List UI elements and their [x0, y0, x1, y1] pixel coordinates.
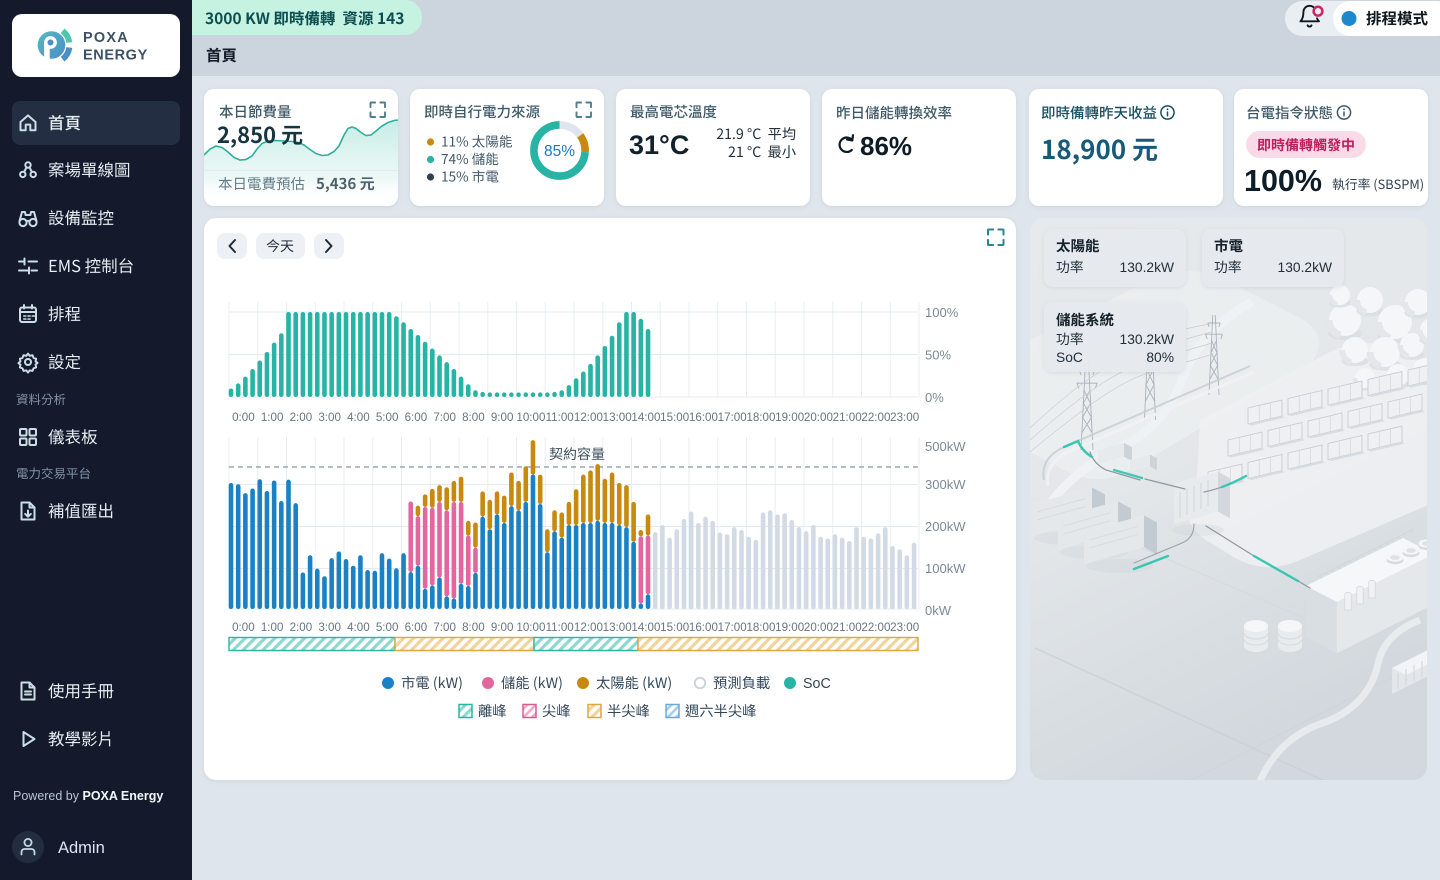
svg-text:17:00: 17:00 [718, 411, 747, 424]
svg-text:13:00: 13:00 [603, 411, 632, 424]
svg-text:14:00: 14:00 [631, 621, 660, 634]
svg-text:12:00: 12:00 [574, 411, 603, 424]
svg-text:0:00: 0:00 [232, 621, 255, 634]
svg-text:17:00: 17:00 [718, 621, 747, 634]
svg-text:4:00: 4:00 [347, 411, 370, 424]
svg-text:0kW: 0kW [925, 603, 952, 618]
svg-text:50%: 50% [925, 348, 951, 363]
svg-text:300kW: 300kW [925, 477, 966, 492]
svg-text:14:00: 14:00 [631, 411, 660, 424]
svg-text:130.2kW: 130.2kW [1278, 260, 1332, 275]
svg-text:80%: 80% [1146, 350, 1174, 365]
svg-text:100kW: 100kW [925, 561, 966, 576]
svg-text:4:00: 4:00 [347, 621, 370, 634]
svg-text:0:00: 0:00 [232, 411, 255, 424]
svg-text:SoC: SoC [1056, 350, 1083, 365]
svg-text:200kW: 200kW [925, 519, 966, 534]
svg-text:1:00: 1:00 [261, 411, 284, 424]
svg-text:500kW: 500kW [925, 439, 966, 454]
svg-text:100%: 100% [925, 305, 959, 320]
svg-text:SoC: SoC [803, 676, 831, 692]
svg-text:15:00: 15:00 [660, 621, 689, 634]
svg-text:8:00: 8:00 [462, 411, 485, 424]
svg-text:21:00: 21:00 [833, 411, 862, 424]
svg-text:15:00: 15:00 [660, 411, 689, 424]
svg-text:16:00: 16:00 [689, 411, 718, 424]
svg-text:19:00: 19:00 [775, 411, 804, 424]
svg-text:7:00: 7:00 [433, 621, 456, 634]
svg-text:0%: 0% [925, 390, 944, 405]
svg-text:18:00: 18:00 [746, 621, 775, 634]
svg-text:20:00: 20:00 [804, 411, 833, 424]
svg-text:5:00: 5:00 [376, 621, 399, 634]
svg-text:5:00: 5:00 [376, 411, 399, 424]
svg-text:31°C: 31°C [629, 130, 689, 160]
svg-text:11:00: 11:00 [546, 621, 574, 634]
svg-text:22:00: 22:00 [861, 621, 890, 634]
svg-text:7:00: 7:00 [433, 411, 456, 424]
svg-text:130.2kW: 130.2kW [1120, 260, 1174, 275]
svg-text:3:00: 3:00 [318, 411, 341, 424]
svg-text:100%: 100% [1244, 164, 1322, 198]
svg-text:85%: 85% [544, 143, 575, 160]
svg-text:1:00: 1:00 [261, 621, 284, 634]
svg-text:10:00: 10:00 [516, 621, 545, 634]
svg-text:22:00: 22:00 [861, 411, 890, 424]
svg-text:3:00: 3:00 [318, 621, 341, 634]
svg-text:Admin: Admin [58, 839, 105, 857]
svg-text:ENERGY: ENERGY [83, 48, 148, 64]
svg-text:13:00: 13:00 [603, 621, 632, 634]
svg-text:6:00: 6:00 [405, 411, 428, 424]
svg-text:11:00: 11:00 [546, 411, 574, 424]
svg-text:9:00: 9:00 [491, 621, 514, 634]
svg-text:Powered by POXA Energy: Powered by POXA Energy [13, 789, 163, 803]
svg-text:9:00: 9:00 [491, 411, 514, 424]
svg-text:21:00: 21:00 [833, 621, 862, 634]
svg-text:2:00: 2:00 [290, 621, 313, 634]
svg-text:19:00: 19:00 [775, 621, 804, 634]
svg-text:130.2kW: 130.2kW [1120, 332, 1174, 347]
svg-text:12:00: 12:00 [574, 621, 603, 634]
svg-text:2:00: 2:00 [290, 411, 313, 424]
svg-text:20:00: 20:00 [804, 621, 833, 634]
svg-text:23:00: 23:00 [890, 411, 919, 424]
svg-text:6:00: 6:00 [405, 621, 428, 634]
svg-text:8:00: 8:00 [462, 621, 485, 634]
svg-text:10:00: 10:00 [516, 411, 545, 424]
svg-text:86%: 86% [860, 131, 912, 161]
svg-text:16:00: 16:00 [689, 621, 718, 634]
svg-text:POXA: POXA [83, 30, 129, 46]
svg-text:23:00: 23:00 [890, 621, 919, 634]
svg-text:18:00: 18:00 [746, 411, 775, 424]
